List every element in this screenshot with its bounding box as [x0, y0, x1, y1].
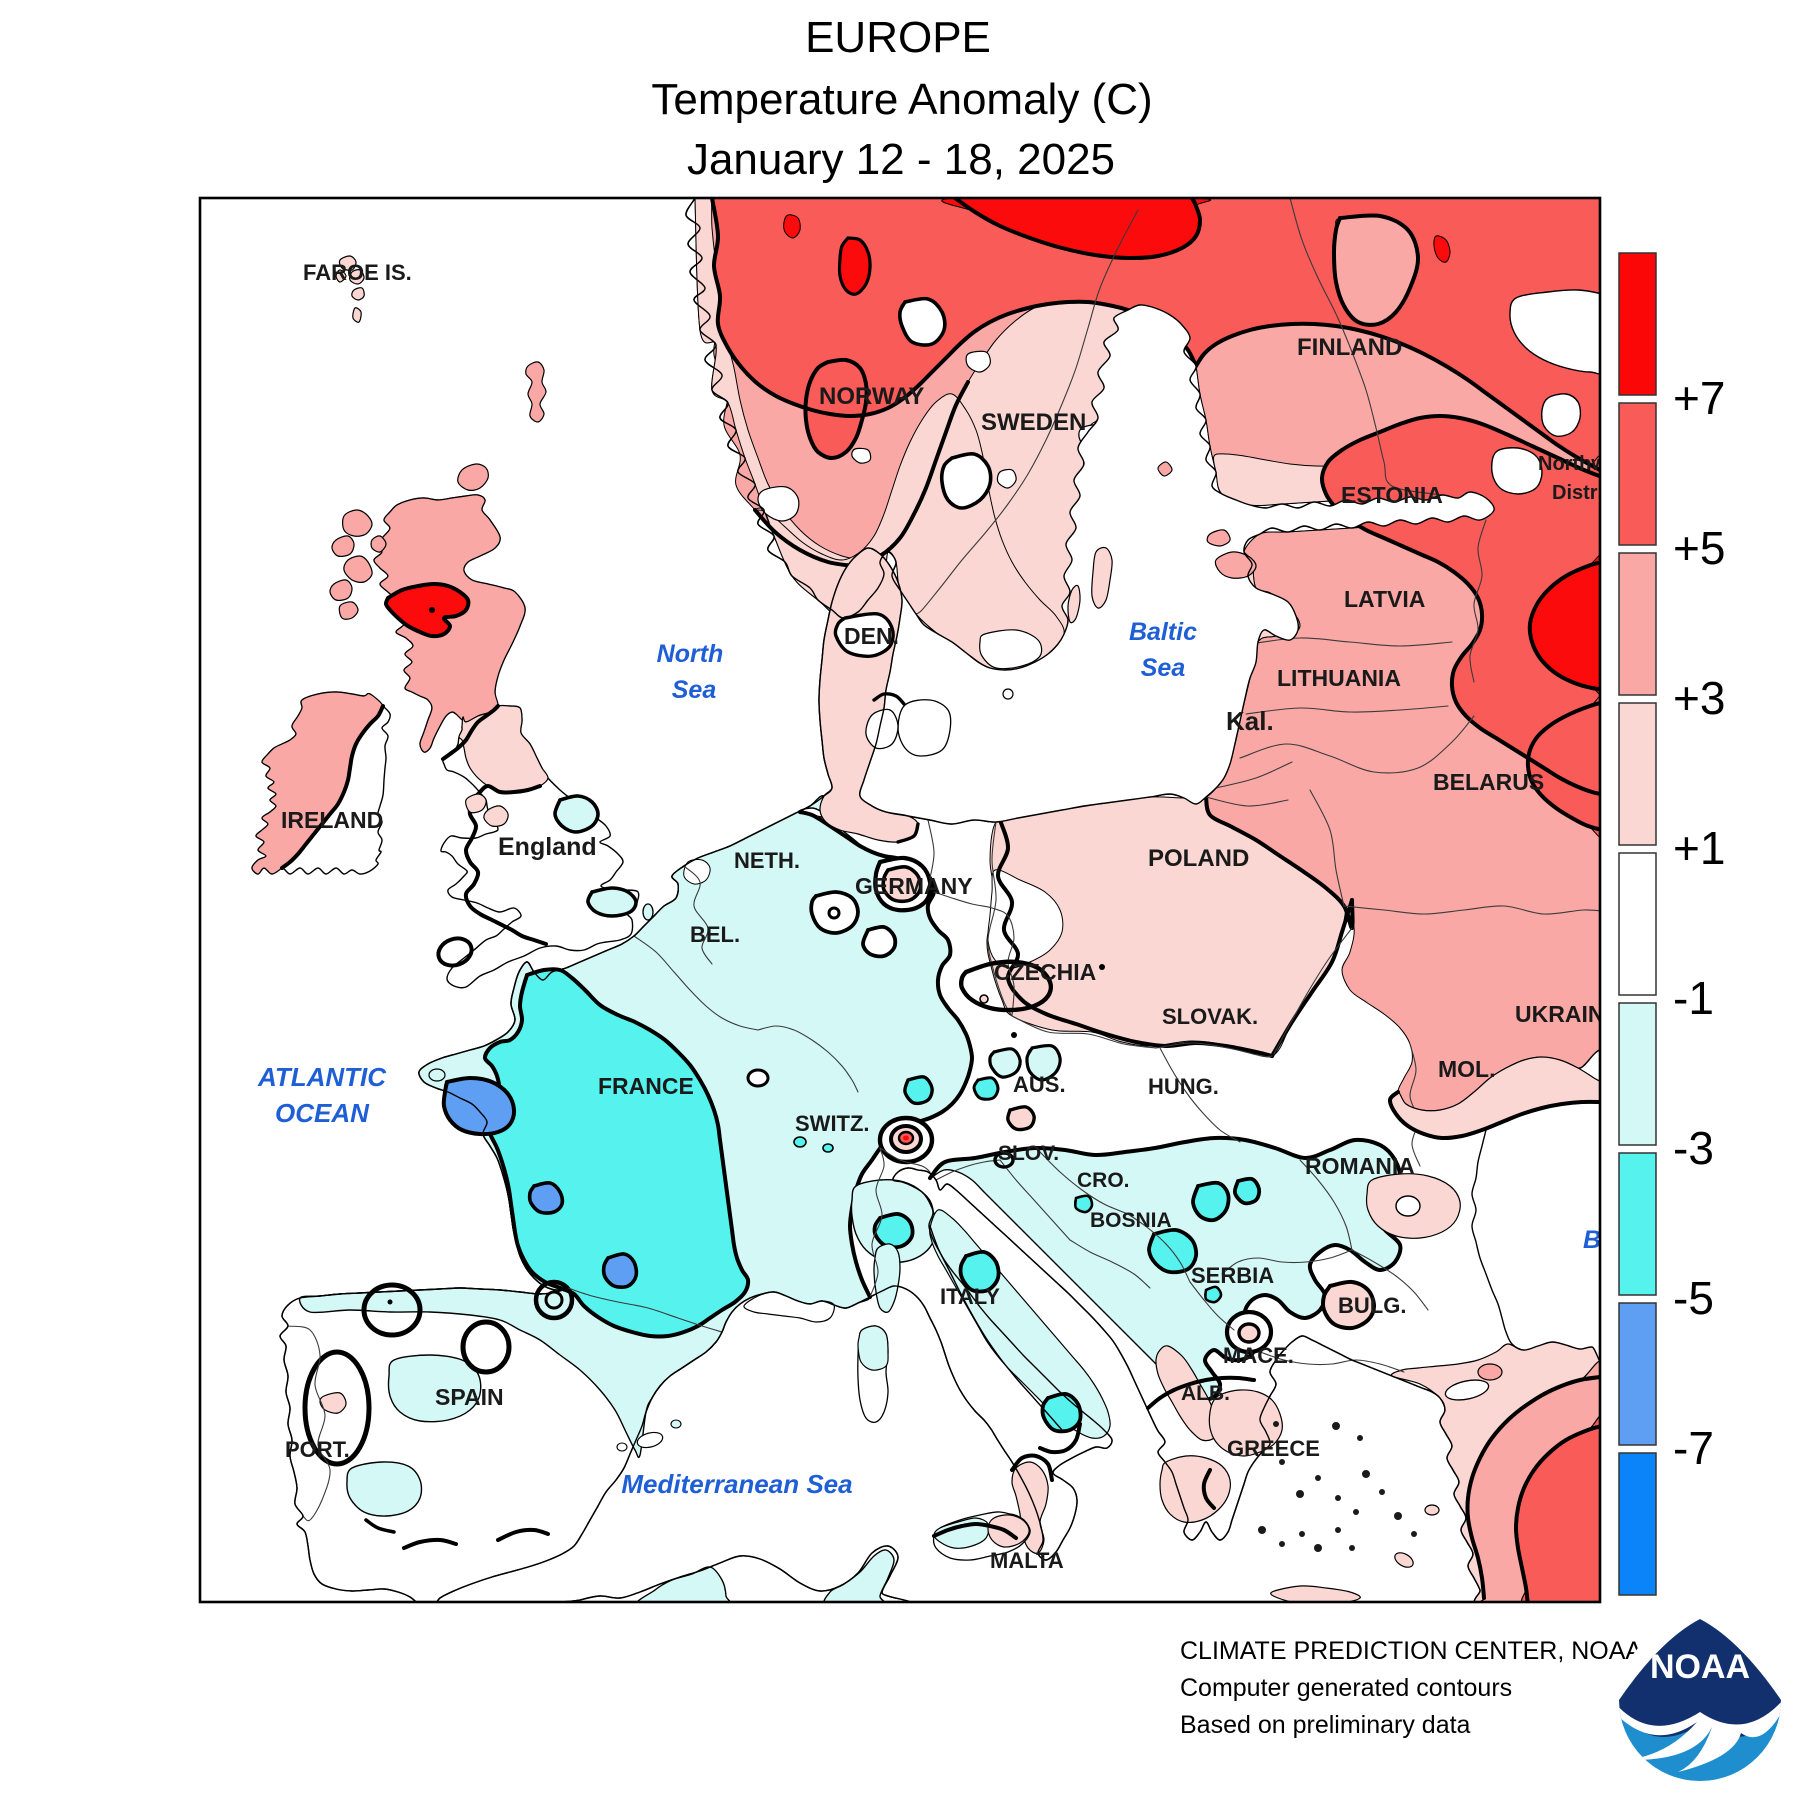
svg-text:HUNG.: HUNG.: [1148, 1074, 1219, 1099]
svg-text:ITALY: ITALY: [940, 1284, 1000, 1309]
svg-text:LATVIA: LATVIA: [1344, 586, 1425, 612]
svg-text:NOAA: NOAA: [1650, 1648, 1750, 1686]
svg-text:BELARUS: BELARUS: [1433, 769, 1544, 795]
svg-text:-7: -7: [1673, 1422, 1714, 1474]
svg-text:North: North: [657, 640, 724, 668]
svg-text:Mediterranean Sea: Mediterranean Sea: [621, 1469, 852, 1499]
svg-text:CZECHIA: CZECHIA: [994, 959, 1096, 985]
svg-text:ATLANTIC: ATLANTIC: [257, 1062, 387, 1092]
svg-text:+7: +7: [1673, 372, 1725, 424]
svg-text:SLOVAK.: SLOVAK.: [1162, 1004, 1258, 1029]
svg-text:ALB.: ALB.: [1181, 1382, 1230, 1405]
svg-text:-1: -1: [1673, 972, 1714, 1024]
svg-text:AUS.: AUS.: [1013, 1072, 1066, 1097]
svg-text:January 12 - 18, 2025: January 12 - 18, 2025: [687, 135, 1115, 184]
svg-text:NETH.: NETH.: [734, 848, 800, 873]
svg-text:DEN.: DEN.: [844, 623, 899, 649]
svg-text:CRO.: CRO.: [1077, 1169, 1130, 1192]
svg-text:IRELAND: IRELAND: [281, 807, 383, 833]
svg-text:Sea: Sea: [1141, 654, 1186, 682]
svg-text:SPAIN: SPAIN: [435, 1384, 504, 1410]
svg-text:MALTA: MALTA: [990, 1548, 1064, 1573]
svg-text:+5: +5: [1673, 522, 1725, 574]
svg-text:FINLAND: FINLAND: [1297, 334, 1402, 361]
svg-text:SWEDEN: SWEDEN: [981, 409, 1086, 436]
svg-text:UKRAINE: UKRAINE: [1515, 1001, 1620, 1027]
svg-text:CLIMATE PREDICTION CENTER, NOA: CLIMATE PREDICTION CENTER, NOAA: [1180, 1637, 1642, 1665]
svg-text:GREECE: GREECE: [1227, 1436, 1320, 1461]
svg-text:+1: +1: [1673, 822, 1725, 874]
svg-text:PORT.: PORT.: [285, 1437, 350, 1462]
svg-text:Kal.: Kal.: [1226, 706, 1274, 736]
svg-text:SWITZ.: SWITZ.: [795, 1111, 870, 1136]
svg-text:SERBIA: SERBIA: [1191, 1263, 1274, 1288]
svg-text:BEL.: BEL.: [690, 922, 740, 947]
svg-text:Northw: Northw: [1538, 453, 1607, 475]
svg-text:Based on preliminary data: Based on preliminary data: [1180, 1711, 1471, 1739]
svg-text:Distri: Distri: [1552, 482, 1603, 504]
svg-text:FAROE IS.: FAROE IS.: [303, 260, 412, 285]
svg-text:BULG.: BULG.: [1338, 1293, 1406, 1318]
svg-text:-3: -3: [1673, 1122, 1714, 1174]
svg-text:GERMANY: GERMANY: [855, 873, 973, 899]
svg-text:BOSNIA: BOSNIA: [1090, 1209, 1172, 1232]
svg-text:England: England: [498, 833, 597, 861]
svg-text:-5: -5: [1673, 1272, 1714, 1324]
svg-text:Sea: Sea: [672, 676, 717, 704]
svg-text:Black: Black: [1583, 1226, 1651, 1254]
svg-text:ESTONIA: ESTONIA: [1341, 482, 1443, 508]
svg-text:ROMANIA: ROMANIA: [1305, 1153, 1415, 1179]
svg-text:SLOV.: SLOV.: [998, 1142, 1059, 1165]
svg-text:Computer generated contours: Computer generated contours: [1180, 1674, 1512, 1702]
svg-text:LITHUANIA: LITHUANIA: [1277, 665, 1401, 691]
svg-text:MOL.: MOL.: [1438, 1056, 1496, 1082]
svg-text:+3: +3: [1673, 672, 1725, 724]
svg-text:FRANCE: FRANCE: [598, 1073, 694, 1099]
svg-text:EUROPE: EUROPE: [805, 13, 991, 62]
svg-text:MACE.: MACE.: [1223, 1343, 1294, 1368]
svg-text:Temperature Anomaly (C): Temperature Anomaly (C): [651, 75, 1152, 124]
svg-text:OCEAN: OCEAN: [275, 1098, 370, 1128]
svg-text:Baltic: Baltic: [1129, 618, 1197, 646]
svg-text:POLAND: POLAND: [1148, 845, 1249, 872]
svg-text:NORWAY: NORWAY: [819, 383, 924, 410]
